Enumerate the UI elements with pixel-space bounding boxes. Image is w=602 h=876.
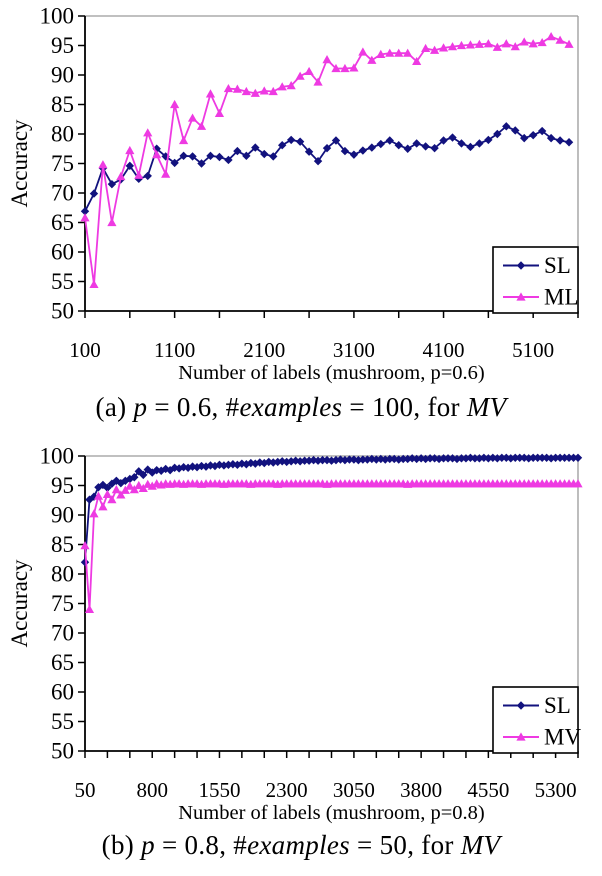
x-tick-label: 800 <box>136 778 168 802</box>
x-axis: 100 1100 2100 3100 4100 5100 <box>69 311 579 362</box>
x-tick-label: 1550 <box>198 778 240 802</box>
caption-text: p <box>141 830 155 860</box>
caption-text: (a) <box>95 392 134 422</box>
caption-text: p <box>133 392 148 422</box>
caption-text: MV <box>466 392 507 422</box>
legend: SL ML <box>492 246 579 314</box>
y-tick-label: 55 <box>51 709 74 734</box>
y-axis-title: Accuracy <box>7 559 32 648</box>
y-tick-label: 60 <box>51 240 74 265</box>
legend: SL MV <box>492 686 581 754</box>
legend-label: ML <box>544 285 579 310</box>
x-tick-label: 100 <box>69 338 101 362</box>
ml-series-markers <box>80 32 574 289</box>
caption-text: = 0.8, # <box>154 830 248 860</box>
legend-item-mv: MV <box>503 725 581 750</box>
y-tick-label: 60 <box>51 680 74 705</box>
y-tick-label: 75 <box>51 151 74 176</box>
sl-series-line <box>84 456 578 563</box>
sl-series-markers <box>80 453 583 567</box>
caption-text: = 50, for <box>349 830 461 860</box>
x-axis-title: Number of labels (mushroom, p=0.6) <box>178 362 484 384</box>
caption-a: (a) p = 0.6, #examples = 100, for MV <box>0 392 602 423</box>
y-tick-label: 90 <box>51 63 74 88</box>
legend-item-sl: SL <box>503 253 571 278</box>
x-tick-label: 3100 <box>333 338 375 362</box>
sl-series-markers <box>80 122 574 216</box>
x-tick-label: 4550 <box>467 778 509 802</box>
x-tick-label: 50 <box>75 778 96 802</box>
y-tick-label: 50 <box>51 299 74 324</box>
y-tick-label: 65 <box>51 650 74 675</box>
y-axis-title: Accuracy <box>7 119 32 208</box>
mv-series-line <box>84 482 578 611</box>
caption-text: examples <box>239 392 343 422</box>
x-tick-label: 5300 <box>535 778 577 802</box>
y-tick-label: 65 <box>51 210 74 235</box>
x-axis: 50 800 1550 2300 3050 3800 4550 5300 <box>75 751 579 802</box>
caption-b: (b) p = 0.8, #examples = 50, for MV <box>0 830 602 861</box>
legend-label: MV <box>544 725 581 750</box>
legend-item-sl: SL <box>503 693 571 718</box>
x-tick-label: 4100 <box>423 338 465 362</box>
y-tick-label: 100 <box>40 4 75 29</box>
chart-a: 50 55 60 65 70 75 80 85 90 95 100 Accuracy 100 1100 21… <box>7 4 579 384</box>
mv-series-markers <box>80 479 583 613</box>
caption-text: MV <box>460 830 501 860</box>
y-tick-label: 75 <box>51 591 74 616</box>
x-tick-label: 5100 <box>512 338 554 362</box>
y-tick-label: 100 <box>40 444 75 469</box>
y-axis: 50 55 60 65 70 75 80 85 90 95 100 <box>40 444 85 764</box>
x-tick-label: 3050 <box>333 778 375 802</box>
y-tick-label: 80 <box>51 122 74 147</box>
caption-text: = 100, for <box>342 392 467 422</box>
x-tick-label: 2300 <box>266 778 308 802</box>
chart-b: 50 55 60 65 70 75 80 85 90 95 100 Accuracy 50 800 1550… <box>7 444 583 824</box>
y-tick-label: 80 <box>51 562 74 587</box>
legend-label: SL <box>544 693 571 718</box>
legend-item-ml: ML <box>503 285 579 310</box>
caption-text: = 0.6, # <box>147 392 240 422</box>
y-tick-label: 70 <box>51 181 74 206</box>
y-tick-label: 85 <box>51 92 74 117</box>
caption-text: examples <box>247 830 350 860</box>
legend-label: SL <box>544 253 571 278</box>
y-tick-label: 50 <box>51 739 74 764</box>
y-tick-label: 90 <box>51 503 74 528</box>
sl-series-line <box>84 125 570 212</box>
y-tick-label: 55 <box>51 269 74 294</box>
x-tick-label: 3800 <box>400 778 442 802</box>
x-tick-label: 2100 <box>243 338 285 362</box>
x-axis-title: Number of labels (mushroom, p=0.8) <box>178 802 484 824</box>
x-tick-label: 1100 <box>154 338 195 362</box>
y-tick-label: 95 <box>51 473 74 498</box>
y-tick-label: 95 <box>51 33 74 58</box>
y-tick-label: 70 <box>51 621 74 646</box>
y-axis: 50 55 60 65 70 75 80 85 90 95 100 <box>40 4 85 324</box>
caption-text: (b) <box>101 830 142 860</box>
y-tick-label: 85 <box>51 532 74 557</box>
